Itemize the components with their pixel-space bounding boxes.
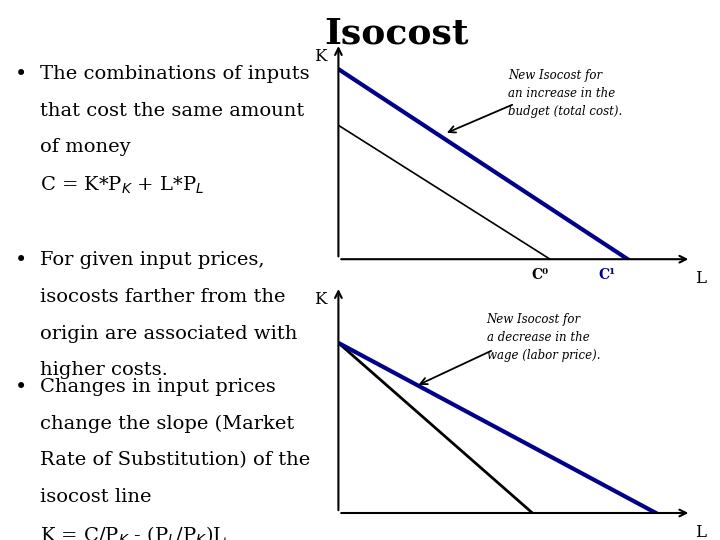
Text: The combinations of inputs: The combinations of inputs	[40, 65, 309, 83]
Text: •: •	[14, 65, 27, 84]
Text: New Isocost for
an increase in the
budget (total cost).: New Isocost for an increase in the budge…	[508, 69, 622, 118]
Text: L: L	[695, 270, 706, 287]
Text: C⁰: C⁰	[531, 268, 548, 282]
Text: Changes in input prices: Changes in input prices	[40, 378, 275, 396]
Text: For given input prices,: For given input prices,	[40, 251, 264, 269]
Text: that cost the same amount: that cost the same amount	[40, 102, 304, 119]
Text: K: K	[315, 48, 327, 64]
Text: C¹: C¹	[598, 268, 615, 282]
Text: L: L	[695, 524, 706, 540]
Text: higher costs.: higher costs.	[40, 361, 168, 379]
Text: change the slope (Market: change the slope (Market	[40, 415, 294, 433]
Text: •: •	[14, 251, 27, 270]
Text: Rate of Substitution) of the: Rate of Substitution) of the	[40, 451, 310, 469]
Text: isocost line: isocost line	[40, 488, 151, 506]
Text: C = K*P$_K$ + L*P$_L$: C = K*P$_K$ + L*P$_L$	[40, 175, 204, 196]
Text: isocosts farther from the: isocosts farther from the	[40, 288, 285, 306]
Text: New Isocost for
a decrease in the
wage (labor price).: New Isocost for a decrease in the wage (…	[487, 313, 600, 362]
Text: K: K	[315, 291, 327, 308]
Text: origin are associated with: origin are associated with	[40, 325, 297, 342]
Text: of money: of money	[40, 138, 130, 156]
Text: K = C/P$_K$ - (P$_L$/P$_K$)L: K = C/P$_K$ - (P$_L$/P$_K$)L	[40, 525, 227, 540]
Text: •: •	[14, 378, 27, 397]
Text: Isocost: Isocost	[324, 16, 468, 50]
